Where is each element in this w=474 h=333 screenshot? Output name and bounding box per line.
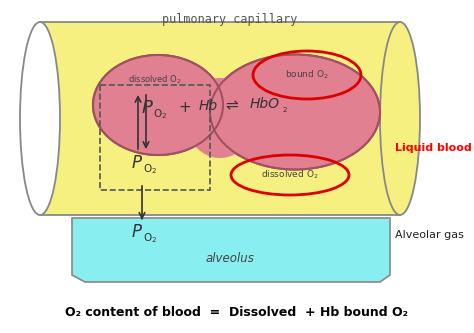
Text: P: P <box>132 223 142 241</box>
Text: Liquid blood: Liquid blood <box>395 143 472 153</box>
Text: O₂ content of blood  =  Dissolved  + Hb bound O₂: O₂ content of blood = Dissolved + Hb bou… <box>65 305 409 318</box>
Ellipse shape <box>93 55 223 155</box>
Text: $\rightleftharpoons$: $\rightleftharpoons$ <box>224 99 240 114</box>
Text: dissolved O$_2$: dissolved O$_2$ <box>128 74 182 86</box>
Text: O$_2$: O$_2$ <box>153 107 167 121</box>
Text: alveolus: alveolus <box>206 251 255 264</box>
Ellipse shape <box>211 56 379 168</box>
Text: pulmonary capillary: pulmonary capillary <box>162 13 298 26</box>
Bar <box>100 85 210 190</box>
Ellipse shape <box>94 56 222 154</box>
Text: P: P <box>132 154 142 172</box>
Text: O$_2$: O$_2$ <box>143 162 157 176</box>
Ellipse shape <box>380 22 420 215</box>
Polygon shape <box>72 218 390 282</box>
Text: $_2$: $_2$ <box>282 105 288 115</box>
Ellipse shape <box>20 22 60 215</box>
Ellipse shape <box>185 78 255 158</box>
Text: Alveolar gas: Alveolar gas <box>395 230 464 240</box>
Text: O$_2$: O$_2$ <box>143 231 157 245</box>
Text: +: + <box>179 101 191 116</box>
Text: bound O$_2$: bound O$_2$ <box>285 69 329 81</box>
Polygon shape <box>40 22 400 215</box>
Ellipse shape <box>210 55 380 169</box>
Text: Hb: Hb <box>199 99 218 113</box>
Text: dissolved O$_2$: dissolved O$_2$ <box>261 169 319 181</box>
Text: HbO: HbO <box>250 97 280 111</box>
Text: P: P <box>142 99 153 117</box>
